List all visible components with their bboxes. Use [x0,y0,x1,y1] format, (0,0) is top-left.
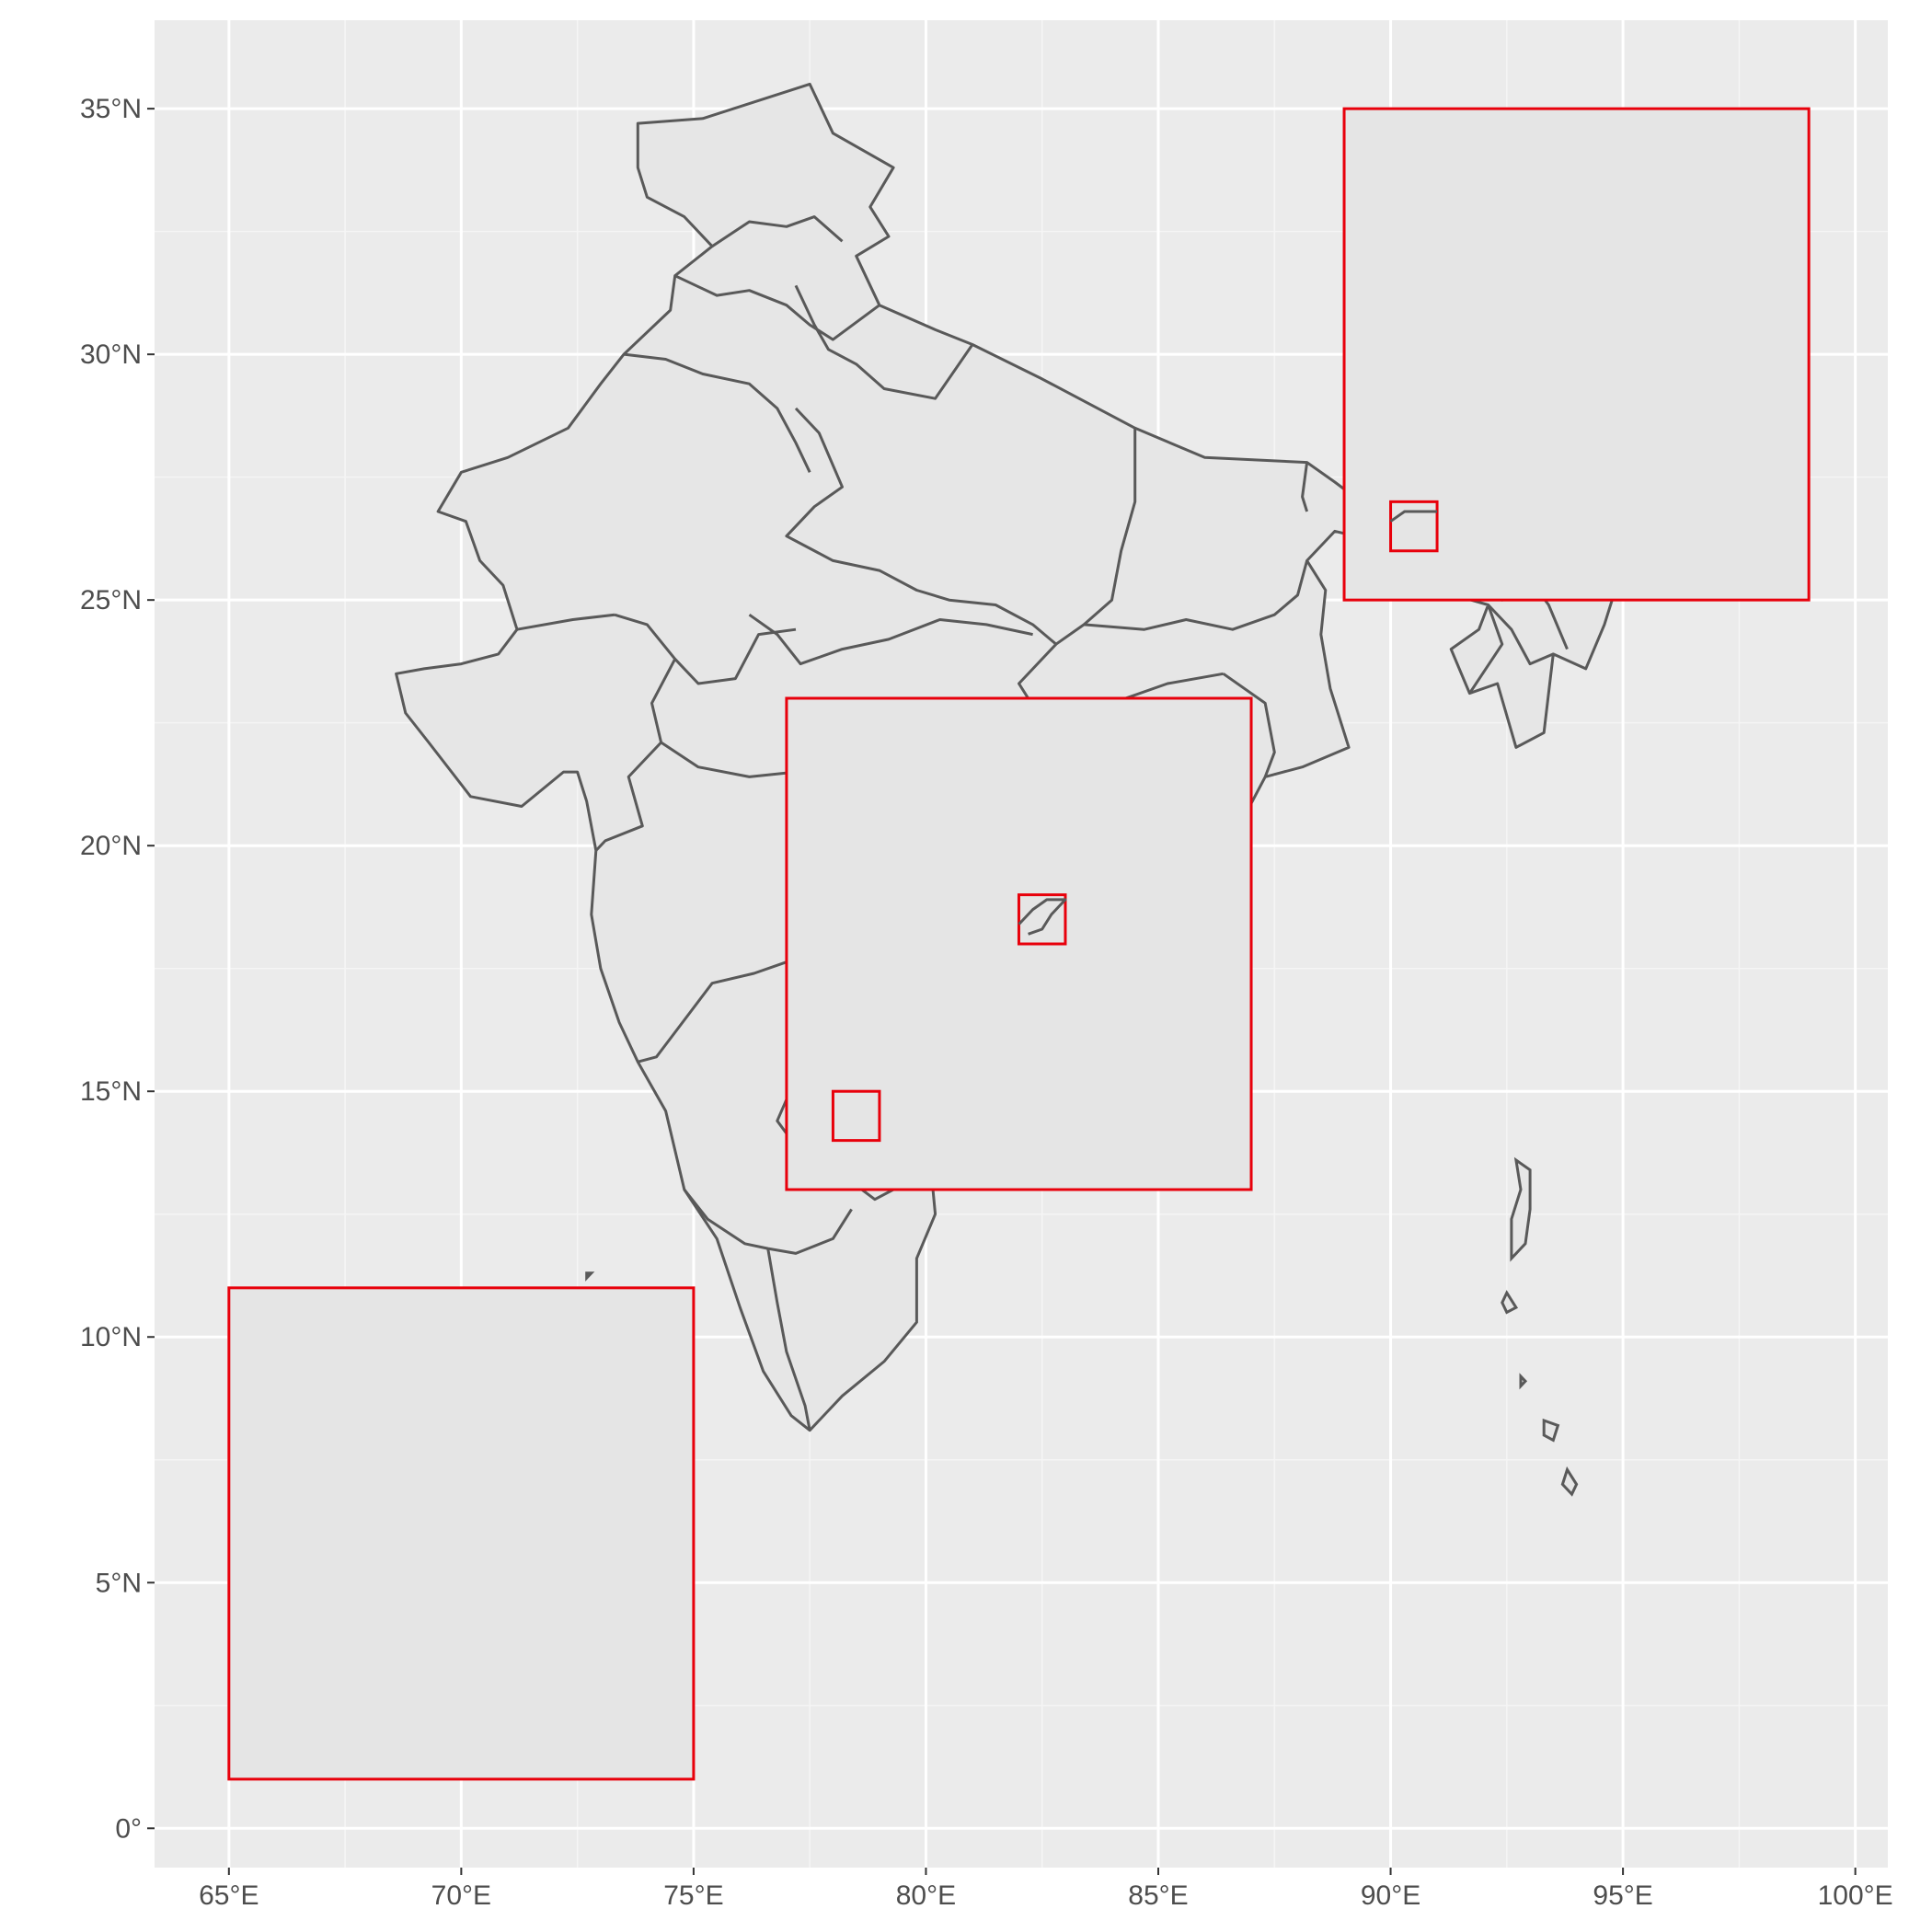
state-border-20 [1468,604,1504,695]
state-border-3 [623,352,811,473]
island-0 [1510,1156,1532,1262]
islands [585,1156,1579,1497]
island-3 [1542,1418,1560,1443]
state-border-4 [785,407,1137,646]
y-tick-label: 5°N [96,1568,142,1598]
y-tick-label: 0° [115,1813,142,1844]
state-border-1 [674,274,880,341]
x-tick-label: 75°E [663,1880,723,1911]
x-tick-label: 80°E [896,1880,956,1911]
state-border-8 [594,658,677,852]
inset-outline-1 [1018,898,1067,936]
island-2 [1519,1373,1528,1390]
y-tick-label: 10°N [80,1322,142,1352]
x-tick-label: 85°E [1128,1880,1188,1911]
inset-sub-box-1 [1389,500,1439,553]
state-border-0 [711,215,844,247]
x-tick-label: 90°E [1361,1880,1420,1911]
state-border-23 [1301,462,1309,512]
x-tick-label: 95°E [1593,1880,1652,1911]
island-4 [1560,1466,1579,1497]
y-tick-label: 15°N [80,1076,142,1107]
state-border-19 [1487,604,1554,666]
axes: 65°E 70°E 75°E 80°E 85°E 90°E 95°E 100°E 0° 5°N 10… [80,94,1893,1911]
state-border-17 [766,1248,811,1431]
inset-box-0 [1342,107,1811,602]
y-tick-label: 30°N [80,339,142,370]
state-border-6 [614,613,797,685]
state-border-12 [1222,673,1276,777]
island-1 [1501,1290,1519,1315]
y-tick-label: 20°N [80,831,142,861]
state-border-11 [1084,560,1309,631]
y-tick-label: 25°N [80,585,142,615]
state-border-5 [748,613,1033,666]
x-tick-label: 65°E [199,1880,259,1911]
inset-box-5 [227,1286,696,1781]
island-5 [585,1271,595,1282]
state-border-7 [516,613,615,631]
inset-boxes [227,107,1811,1781]
x-tick-label: 100°E [1818,1880,1893,1911]
x-tick-label: 70°E [431,1880,491,1911]
state-border-2 [794,284,974,400]
inset-outline-0 [1389,510,1438,523]
y-tick-label: 35°N [80,94,142,124]
inset-sub-box-4 [831,1089,881,1143]
inset-sub-box-3 [1017,893,1067,946]
